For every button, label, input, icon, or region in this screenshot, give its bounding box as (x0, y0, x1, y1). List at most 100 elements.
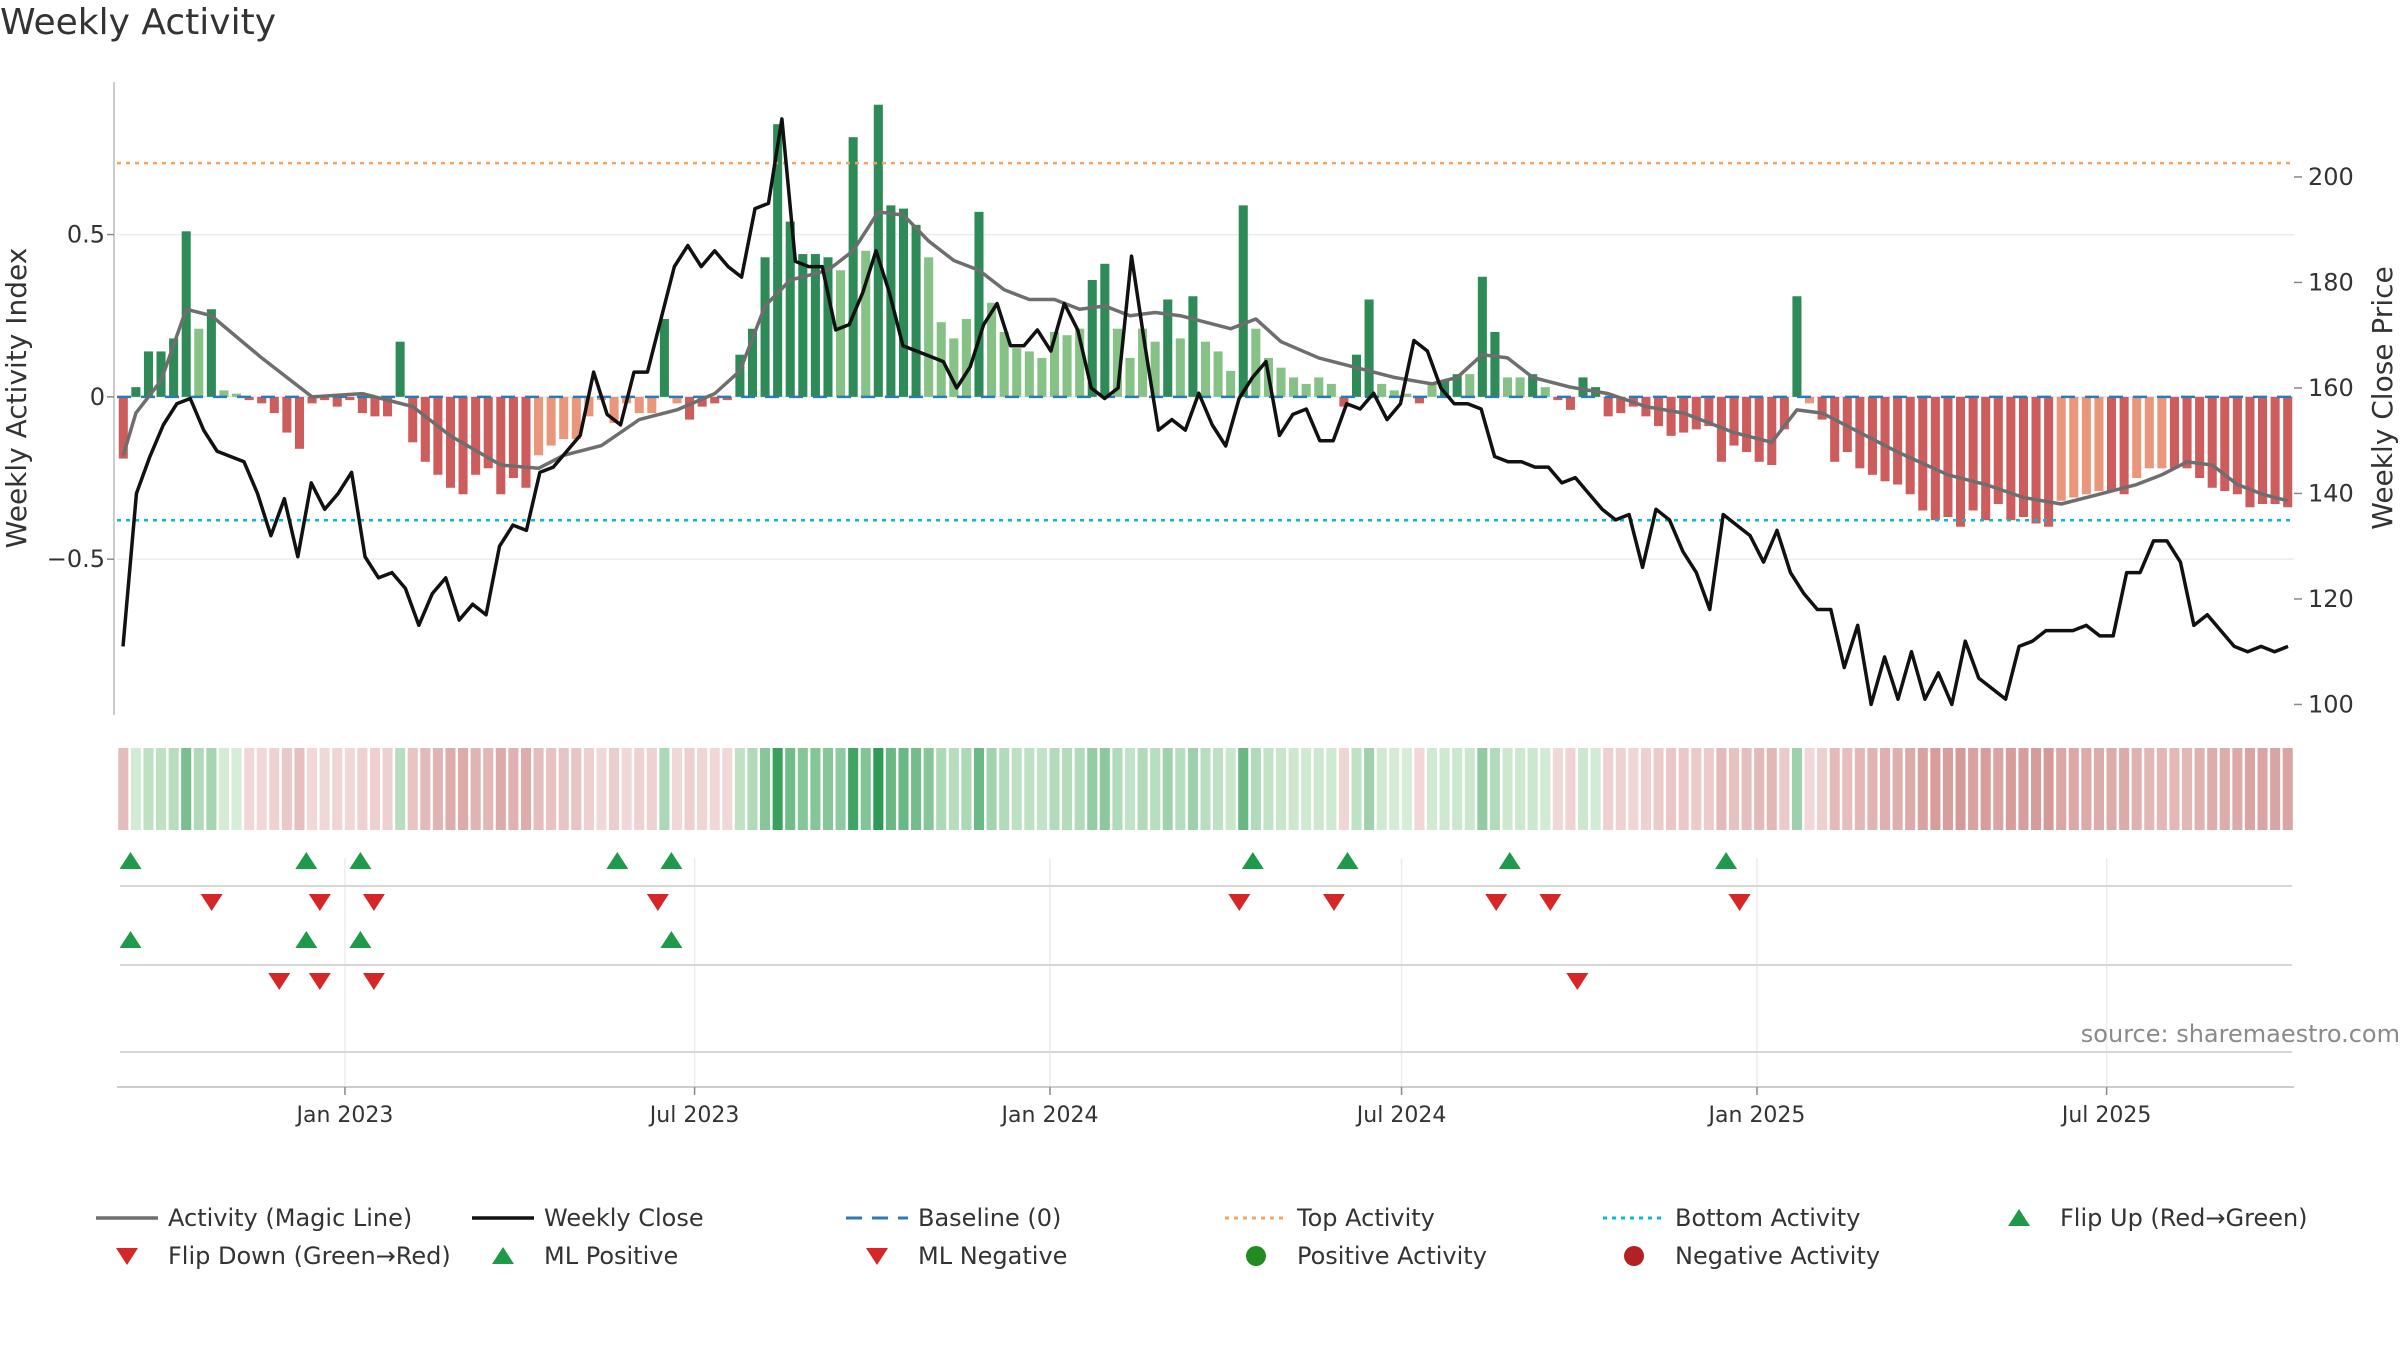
heat-cell (898, 748, 909, 830)
activity-bar (647, 396, 657, 414)
activity-bar (1779, 396, 1789, 430)
activity-bar (1389, 390, 1399, 397)
activity-bar (206, 309, 216, 397)
activity-bar (320, 396, 330, 401)
heat-cell (1678, 748, 1689, 830)
activity-bar (269, 396, 279, 414)
activity-bar (483, 396, 493, 469)
flip-down-marker (362, 973, 385, 990)
activity-bar (496, 396, 506, 495)
activity-bar (1490, 331, 1500, 397)
activity-bar (999, 331, 1009, 397)
heat-cell (1628, 748, 1639, 830)
flip-down-marker (1566, 973, 1589, 990)
activity-bar (873, 104, 883, 397)
activity-bar (1465, 374, 1475, 397)
activity-bar (2270, 396, 2280, 504)
heat-cell (130, 748, 141, 830)
right-axis-label: Weekly Close Price (2366, 266, 2399, 529)
activity-bar (672, 396, 682, 404)
activity-bar (785, 221, 795, 397)
activity-bar (961, 318, 971, 397)
x-tick-label: Jul 2024 (1355, 1103, 1447, 1128)
left-axis-label: Weekly Activity Index (0, 248, 33, 549)
heat-cell (2244, 748, 2255, 830)
activity-bar (244, 396, 254, 401)
heat-cell (1565, 748, 1576, 830)
heat-cell (1263, 748, 1274, 830)
heat-cell (1162, 748, 1173, 830)
heat-cell (583, 748, 594, 830)
activity-bar (1981, 396, 1991, 521)
heat-cell (1326, 748, 1337, 830)
heat-cell (747, 748, 758, 830)
heat-cell (1036, 748, 1047, 830)
heat-cell (1489, 748, 1500, 830)
heat-cell (797, 748, 808, 830)
heat-cell (1703, 748, 1714, 830)
activity-bar (1817, 396, 1827, 420)
activity-bar (571, 396, 581, 440)
flip-down-marker (646, 894, 669, 911)
flip-up-marker (295, 931, 318, 948)
flip-down-marker (1228, 894, 1251, 911)
heat-cell (1879, 748, 1891, 830)
activity-bar (1452, 374, 1462, 397)
activity-bar (1024, 351, 1034, 397)
heat-cell (1364, 748, 1375, 830)
activity-bar (710, 396, 720, 404)
heat-cell (244, 748, 255, 830)
flip-up-marker (660, 931, 683, 948)
flip-down-marker (1485, 894, 1508, 911)
activity-bar (1565, 396, 1575, 410)
activity-bar (143, 351, 153, 397)
activity-bar (924, 257, 934, 397)
activity-bar (282, 396, 292, 433)
heat-cell (1590, 748, 1601, 830)
activity-bar (1364, 299, 1374, 397)
heat-cell (1980, 748, 1991, 830)
heat-cell (2257, 748, 2268, 830)
heat-cell (218, 748, 229, 830)
heat-cell (420, 748, 431, 830)
heat-cell (1640, 748, 1651, 830)
activity-bar (1742, 396, 1752, 453)
activity-bar (307, 396, 317, 404)
activity-bar (861, 250, 871, 397)
activity-bar (1251, 328, 1261, 397)
heat-cell (822, 748, 834, 830)
heat-cell (1577, 748, 1589, 830)
heat-cell (1917, 748, 1928, 830)
activity-bar (1691, 396, 1701, 430)
flip-up-marker (119, 931, 142, 948)
activity-bar (974, 211, 984, 397)
heat-cell (533, 748, 544, 830)
activity-bar (747, 328, 758, 397)
activity-bar (1867, 396, 1877, 475)
heat-cell (697, 748, 708, 830)
activity-bar (1200, 341, 1211, 397)
heat-cell (181, 748, 192, 830)
heat-cell (307, 748, 318, 830)
left-tick-label: −0.5 (47, 545, 105, 573)
heat-cell (1225, 748, 1236, 830)
heat-cell (445, 748, 456, 830)
heat-cell (2043, 748, 2054, 830)
heat-cell (659, 748, 670, 830)
activity-bar (2018, 396, 2028, 517)
heat-cell (1779, 748, 1790, 830)
heat-cell (873, 748, 884, 830)
activity-bar (420, 396, 430, 462)
heat-cell (646, 748, 657, 830)
heat-cell (2131, 748, 2142, 830)
heat-cell (2282, 748, 2293, 830)
heat-cell (1477, 748, 1488, 830)
activity-bar (1540, 387, 1550, 397)
activity-bar (1729, 396, 1739, 446)
heat-cell (1124, 748, 1136, 830)
flip-down-marker (200, 894, 223, 911)
heat-cell (684, 748, 695, 830)
activity-bar (1351, 354, 1362, 397)
activity-bar (1100, 263, 1110, 397)
flip-up-marker (295, 852, 318, 869)
